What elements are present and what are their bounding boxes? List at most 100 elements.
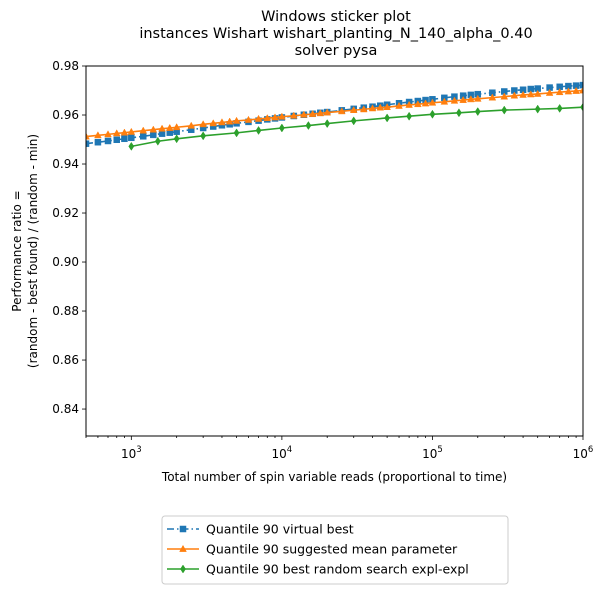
series-3	[128, 102, 583, 151]
series-point	[316, 109, 325, 117]
legend-label: Quantile 90 virtual best	[206, 522, 354, 537]
series-point	[139, 126, 148, 134]
series-point	[173, 134, 180, 144]
legend-swatch-marker	[180, 564, 186, 574]
series-2	[86, 86, 583, 140]
series-1	[86, 81, 583, 147]
series-point	[218, 118, 226, 126]
legend-item: Quantile 90 suggested mean parameter	[167, 542, 458, 557]
series-point	[429, 109, 436, 119]
chart-title-line-1: Windows sticker plot	[261, 9, 411, 25]
series-point	[510, 91, 519, 99]
series-point	[308, 109, 317, 117]
series-point	[368, 104, 377, 112]
plot-series	[86, 81, 583, 151]
y-axis-label-line: (random - best found) / (random - min)	[26, 134, 40, 368]
series-point	[473, 94, 482, 102]
y-axis-label-line: Performance ratio =	[10, 190, 24, 311]
series-point	[278, 123, 285, 133]
x-tick-label: 104	[272, 445, 293, 461]
series-point	[113, 136, 120, 144]
x-axis-label: Total number of spin variable reads (pro…	[161, 470, 507, 484]
series-point	[579, 86, 583, 94]
series-point	[406, 111, 413, 121]
series-point	[414, 100, 422, 108]
series-point	[139, 133, 147, 140]
series-point	[263, 114, 272, 122]
series-point	[271, 113, 279, 121]
series-point	[127, 127, 136, 135]
series-point	[555, 88, 564, 96]
series-point	[209, 119, 218, 127]
series-point	[337, 107, 346, 115]
series-point	[533, 89, 542, 97]
chart-title-line-2: instances Wishart wishart_planting_N_140…	[139, 26, 532, 42]
legend: Quantile 90 virtual best Quantile 90 sugg…	[161, 515, 509, 585]
series-point	[395, 101, 403, 109]
series-point	[474, 107, 481, 117]
y-tick-label: 0.84	[52, 402, 79, 416]
x-tick-label: 103	[121, 445, 142, 461]
x-tick-label: 105	[422, 445, 443, 461]
series-point	[359, 105, 368, 113]
y-tick-label: 0.94	[52, 157, 79, 171]
series-point	[579, 81, 583, 89]
legend-item: Quantile 90 virtual best	[167, 522, 354, 537]
series-point	[86, 140, 90, 147]
series-point	[421, 99, 430, 107]
legend-label: Quantile 90 best random search expl-expl	[206, 562, 469, 577]
series-point	[278, 112, 286, 120]
series-point	[94, 138, 102, 146]
series-point	[86, 132, 90, 140]
series-point	[501, 105, 508, 115]
y-tick-label: 0.98	[52, 59, 79, 73]
series-point	[500, 92, 509, 100]
y-axis-label: Performance ratio = (random - best found)…	[10, 134, 40, 368]
series-point	[428, 98, 437, 106]
series-point	[149, 125, 158, 133]
series-point	[467, 95, 475, 103]
series-point	[323, 108, 332, 116]
plot-frame	[85, 65, 584, 437]
series-point	[289, 111, 298, 119]
series-point	[172, 123, 181, 131]
series-point	[233, 128, 240, 138]
series-point	[519, 90, 527, 98]
series-point	[556, 103, 563, 113]
y-tick-label: 0.96	[52, 108, 79, 122]
legend-box	[161, 515, 509, 585]
series-point	[564, 87, 573, 95]
chart-title-line-3: solver pysa	[295, 43, 378, 59]
series-point	[305, 121, 312, 131]
series-point	[350, 116, 357, 126]
series-point	[225, 117, 234, 125]
series-point	[405, 100, 413, 108]
x-axis: 103 104 105 106	[85, 436, 593, 461]
legend-label: Quantile 90 suggested mean parameter	[206, 542, 458, 557]
series-point	[300, 110, 308, 118]
y-tick-label: 0.86	[52, 353, 79, 367]
series-point	[580, 102, 583, 112]
series-point	[545, 88, 554, 96]
series-point	[121, 135, 128, 143]
series-point	[150, 131, 157, 139]
series-point	[526, 90, 535, 98]
y-axis: 0.84 0.86 0.88 0.90 0.92 0.94 0.96 0.98	[52, 59, 86, 416]
series-point	[112, 129, 121, 137]
series-point	[572, 86, 580, 94]
series-point	[450, 96, 459, 104]
series-point	[94, 131, 102, 139]
series-point	[376, 103, 385, 111]
series-point	[232, 116, 241, 124]
series-point	[255, 125, 262, 135]
series-point	[200, 131, 207, 141]
series-point	[384, 113, 391, 123]
series-point	[120, 128, 129, 136]
series-point	[349, 105, 358, 113]
legend-swatch-marker	[179, 525, 187, 533]
y-tick-label: 0.90	[52, 255, 79, 269]
series-point	[158, 124, 166, 132]
series-point	[128, 134, 135, 142]
